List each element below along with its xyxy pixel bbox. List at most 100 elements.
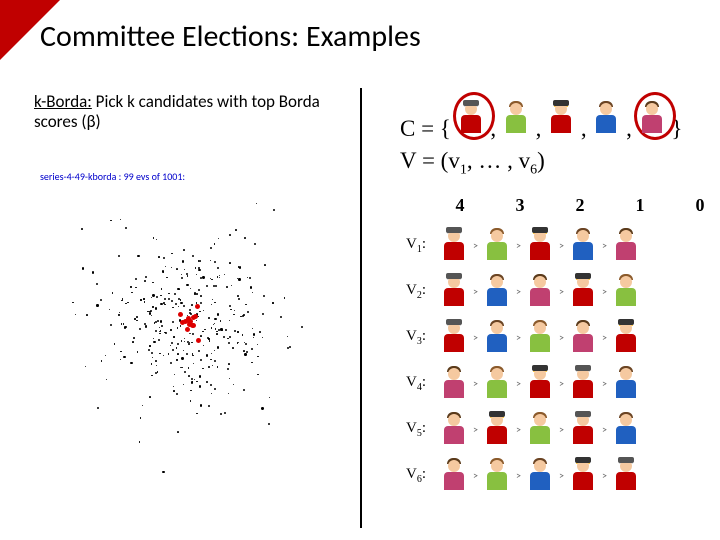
- scatter-dot: [195, 267, 196, 268]
- voter-row: V4:>>>>: [406, 360, 640, 406]
- scatter-dot: [211, 279, 213, 281]
- scatter-dot: [181, 277, 183, 279]
- scatter-plot-region: series-4-49-kborda : 99 evs of 1001:: [40, 170, 350, 470]
- c-prefix: C = {: [400, 116, 457, 141]
- scatter-dot: [151, 297, 152, 298]
- scatter-dot: [194, 379, 195, 380]
- scatter-dot: [96, 283, 98, 285]
- scatter-dot: [234, 330, 236, 332]
- scatter-dot: [183, 350, 184, 351]
- scatter-dot: [210, 247, 212, 249]
- candidate-icon: [440, 457, 468, 493]
- scatter-dot: [250, 286, 252, 288]
- scatter-dot: [174, 293, 176, 295]
- scatter-dot: [192, 355, 194, 357]
- scatter-dot: [81, 228, 83, 230]
- scatter-dot: [211, 327, 213, 329]
- scatter-dot: [168, 353, 169, 354]
- candidate-slot: [638, 100, 666, 145]
- scatter-dot: [216, 333, 218, 335]
- scatter-dot: [156, 365, 157, 366]
- candidate-icon: [483, 365, 511, 401]
- scatter-dot: [214, 323, 216, 325]
- scatter-dot: [233, 384, 234, 385]
- scatter-dot: [220, 320, 221, 321]
- scatter-dot: [203, 310, 205, 312]
- scatter-dot: [210, 359, 211, 360]
- candidate-slot: [457, 100, 485, 145]
- scatter-dot: [155, 372, 157, 374]
- scatter-dot: [242, 334, 243, 335]
- scatter-dot: [228, 393, 229, 394]
- scatter-dot: [181, 367, 182, 368]
- scatter-dot: [123, 323, 124, 324]
- scatter-dot: [244, 353, 246, 355]
- scatter-dot: [174, 374, 175, 375]
- scatter-dot: [176, 268, 178, 270]
- candidate-icon: [569, 227, 597, 263]
- scatter-dot: [172, 349, 174, 351]
- scatter-dot: [130, 362, 132, 364]
- scatter-dot: [239, 266, 241, 268]
- scatter-dot: [251, 348, 253, 350]
- scatter-dot: [171, 267, 172, 268]
- scatter-dot: [171, 342, 173, 344]
- scatter-dot: [217, 313, 219, 315]
- scatter-dot: [192, 255, 194, 257]
- candidate-icon: [526, 273, 554, 309]
- scatter-dot: [191, 378, 193, 380]
- scatter-dot: [240, 316, 242, 318]
- scatter-dot: [191, 342, 192, 343]
- scatter-dot: [196, 274, 197, 275]
- scatter-dot: [92, 271, 94, 273]
- scatter-dot: [261, 407, 263, 409]
- voter-row: V3:>>>>: [406, 314, 640, 360]
- scatter-dot: [153, 237, 155, 239]
- scatter-dot: [231, 285, 232, 286]
- scatter-dot: [121, 323, 123, 325]
- scatter-dot: [155, 307, 157, 309]
- candidate-icon: [483, 227, 511, 263]
- scatter-dot: [199, 260, 201, 262]
- scatter-dot: [183, 249, 185, 251]
- candidate-icon: [483, 273, 511, 309]
- scatter-dot: [183, 384, 184, 385]
- scatter-dot: [180, 302, 182, 304]
- candidate-slot: [547, 116, 575, 141]
- scatter-dot: [206, 354, 208, 356]
- scatter-highlight-dot: [185, 327, 190, 332]
- candidate-icon: [526, 319, 554, 355]
- scatter-dot: [189, 309, 191, 311]
- scatter-dot: [245, 304, 247, 306]
- candidate-icon: [440, 365, 468, 401]
- scatter-dot: [145, 276, 147, 278]
- scatter-dot: [131, 292, 133, 294]
- scatter-dot: [75, 314, 76, 315]
- scatter-dot: [178, 306, 179, 307]
- candidate-icon: [612, 319, 640, 355]
- scatter-dot: [257, 356, 258, 357]
- scatter-dot: [214, 318, 216, 320]
- scatter-dot: [156, 239, 157, 240]
- scatter-dot: [234, 310, 235, 311]
- scatter-dot: [216, 331, 217, 332]
- voter-row: V6:>>>>: [406, 452, 640, 498]
- scatter-dot: [211, 393, 213, 395]
- scatter-dot: [193, 363, 194, 364]
- scatter-dot: [225, 329, 227, 331]
- scatter-dot: [198, 289, 200, 291]
- scatter-dot: [137, 351, 139, 353]
- scatter-dot: [137, 255, 139, 257]
- scatter-dot: [202, 276, 204, 278]
- scatter-dot: [287, 336, 288, 337]
- candidate-icon: [612, 411, 640, 447]
- candidate-icon: [547, 100, 575, 136]
- voter-label: V4:: [406, 374, 436, 393]
- scatter-dot: [245, 343, 247, 345]
- scatter-dot: [229, 336, 231, 338]
- scatter-dot: [157, 371, 158, 372]
- candidate-icon: [612, 457, 640, 493]
- scatter-dot: [173, 386, 174, 387]
- scatter-dot: [196, 413, 197, 414]
- scatter-title: series-4-49-kborda : 99 evs of 1001:: [40, 170, 350, 183]
